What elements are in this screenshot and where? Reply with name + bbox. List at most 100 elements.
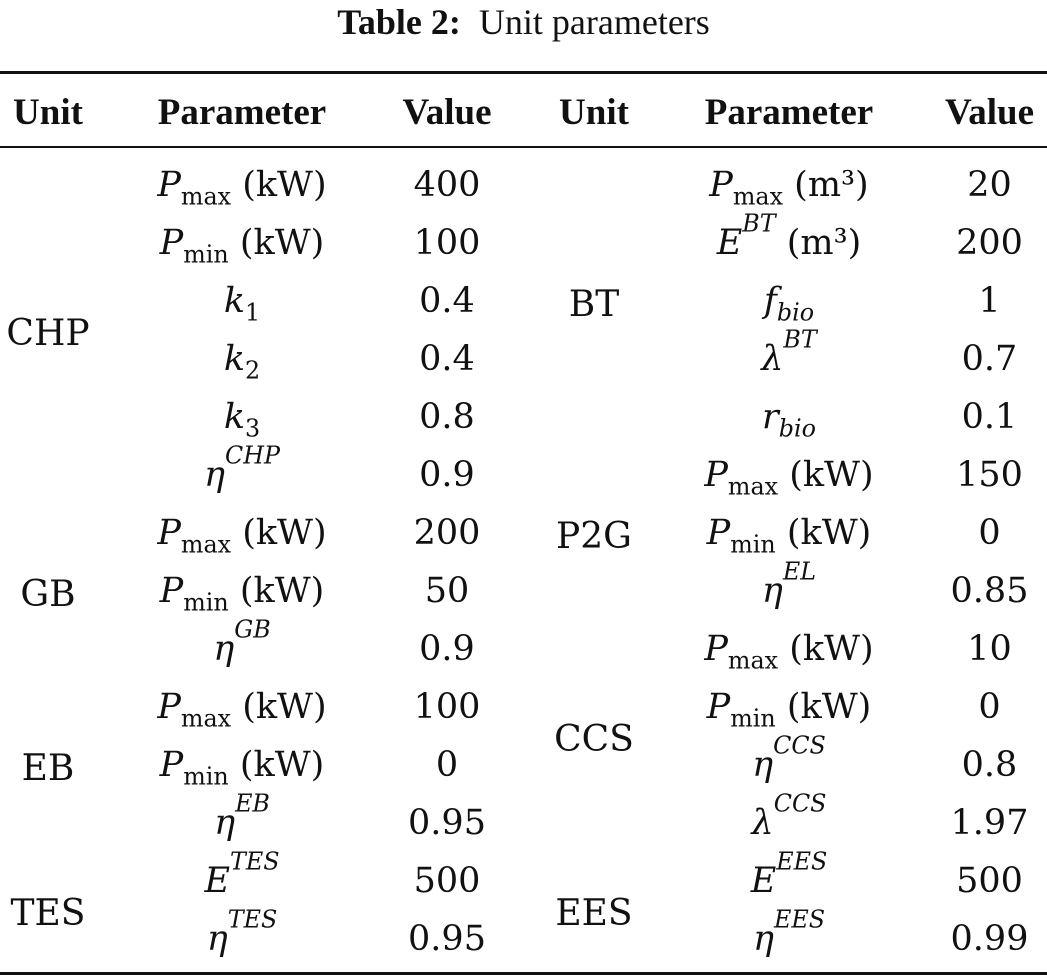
parameter-symbol: ηCHP <box>204 443 280 495</box>
parameter-symbol-base: η <box>761 571 783 611</box>
table-cell-value: 500 <box>956 861 1023 901</box>
parameter-unit: (m³) <box>783 165 869 205</box>
table-cell-unit-gb: GB <box>20 574 76 615</box>
table-cell-value: 50 <box>424 571 470 611</box>
parameter-unit: (kW) <box>775 513 872 553</box>
parameter-superscript: EES <box>776 847 828 876</box>
table-cell-parameter: Pmin (kW) <box>126 566 358 616</box>
parameter-unit: (kW) <box>778 629 874 669</box>
parameter-symbol: k3 <box>223 397 260 440</box>
parameter-symbol-base: λ <box>751 803 774 843</box>
header-value-left: Value <box>402 92 492 133</box>
table-caption-title: Unit parameters <box>478 2 710 42</box>
parameter-subscript: 2 <box>245 356 261 385</box>
parameter-symbol-base: η <box>752 745 774 785</box>
parameter-symbol-base: η <box>206 919 228 959</box>
table-cell-parameter: Pmin (kW) <box>126 740 358 790</box>
parameter-symbol: fbio <box>763 281 814 324</box>
header-parameter-right: Parameter <box>704 92 874 133</box>
parameter-superscript: EL <box>782 557 817 586</box>
table-cell-value: 1.97 <box>950 803 1029 843</box>
table-cell-parameter: ηEB <box>126 791 358 848</box>
parameter-symbol: EBT (m³) <box>716 211 862 263</box>
table-cell-value: 0.9 <box>419 629 475 669</box>
parameter-unit: (kW) <box>778 455 874 495</box>
parameter-symbol-base: P <box>159 223 184 263</box>
parameter-symbol-base: P <box>704 629 728 669</box>
parameter-symbol: ηEL <box>761 559 816 611</box>
table-cell-value: 100 <box>413 687 481 727</box>
parameter-symbol-base: P <box>706 513 731 553</box>
parameter-subscript: min <box>183 588 229 617</box>
parameter-symbol-base: P <box>157 687 181 727</box>
table-cell-parameter: Pmax (kW) <box>126 160 358 210</box>
table-cell-parameter: rbio <box>672 392 906 442</box>
table-caption-label: Table 2: <box>337 2 461 42</box>
parameter-symbol: k2 <box>224 339 260 382</box>
parameter-symbol-base: η <box>204 455 225 495</box>
parameter-symbol-base: E <box>716 223 743 263</box>
header-unit-right: Unit <box>559 92 629 133</box>
table-cell-value: 0.95 <box>408 919 486 959</box>
table-cell-value: 0.9 <box>419 455 475 495</box>
parameter-symbol: EEES <box>751 849 828 901</box>
parameter-subscript: max <box>727 472 779 501</box>
parameter-superscript: CHP <box>225 441 280 470</box>
parameter-symbol: ETES <box>204 849 279 901</box>
table-top-rule <box>0 71 1047 74</box>
table-bottom-rule <box>0 972 1047 975</box>
parameter-subscript: max <box>732 182 784 211</box>
table-cell-value: 10 <box>967 629 1012 669</box>
parameter-superscript: EES <box>773 905 826 934</box>
parameter-subscript: 1 <box>245 298 261 327</box>
table-cell-parameter: Pmax (m³) <box>672 160 906 210</box>
parameter-symbol: Pmax (m³) <box>709 165 869 208</box>
table-cell-parameter: ηEL <box>672 559 906 616</box>
table-cell-unit-ees: EES <box>555 893 633 934</box>
table-cell-value: 0 <box>978 687 1001 727</box>
parameter-symbol: ηTES <box>206 907 278 959</box>
header-parameter-left: Parameter <box>157 92 327 133</box>
table-cell-value: 0 <box>978 513 1001 553</box>
parameter-subscript: bio <box>778 414 816 443</box>
table-cell-unit-bt: BT <box>568 284 620 325</box>
parameter-symbol-base: f <box>763 281 777 321</box>
parameter-symbol-base: r <box>762 397 779 437</box>
parameter-symbol: Pmin (kW) <box>160 745 325 788</box>
parameter-subscript: 3 <box>245 414 261 443</box>
parameter-symbol: rbio <box>762 397 816 440</box>
parameter-superscript: TES <box>227 905 278 934</box>
table-cell-value: 0.99 <box>950 919 1029 959</box>
parameter-symbol: ηEB <box>214 791 270 843</box>
table-cell-parameter: ETES <box>126 849 358 906</box>
parameter-superscript: BT <box>783 325 817 354</box>
parameter-symbol: ηCCS <box>752 733 826 785</box>
table-cell-parameter: ηTES <box>126 907 358 964</box>
parameter-symbol: λBT <box>761 327 817 379</box>
parameter-symbol-base: η <box>214 803 236 843</box>
parameter-subscript: max <box>180 530 232 559</box>
table-cell-parameter: ηCHP <box>126 443 358 500</box>
parameter-symbol: Pmin (kW) <box>706 687 872 730</box>
parameter-subscript: min <box>730 530 776 559</box>
table-cell-parameter: k1 <box>126 276 358 326</box>
table-cell-value: 0.95 <box>408 803 486 843</box>
header-value-right: Value <box>944 92 1035 133</box>
header-unit-left: Unit <box>13 92 83 133</box>
parameter-subscript: min <box>183 240 229 269</box>
table-cell-parameter: fbio <box>672 276 906 326</box>
table-cell-parameter: k3 <box>126 392 358 442</box>
parameter-subscript: min <box>730 704 776 733</box>
table-cell-unit-chp: CHP <box>6 313 90 354</box>
parameter-symbol-base: P <box>157 513 181 553</box>
parameter-symbol-base: k <box>223 397 246 437</box>
parameter-symbol: Pmax (kW) <box>157 513 326 556</box>
table-cell-value: 0 <box>435 745 459 785</box>
table-cell-parameter: ηGB <box>126 617 358 674</box>
table-cell-unit-eb: EB <box>21 748 75 789</box>
table-cell-value: 200 <box>413 513 481 553</box>
parameter-symbol-base: P <box>706 687 731 727</box>
parameter-superscript: TES <box>230 847 280 876</box>
parameter-symbol-base: λ <box>761 339 784 379</box>
parameter-unit: (m³) <box>775 223 862 263</box>
